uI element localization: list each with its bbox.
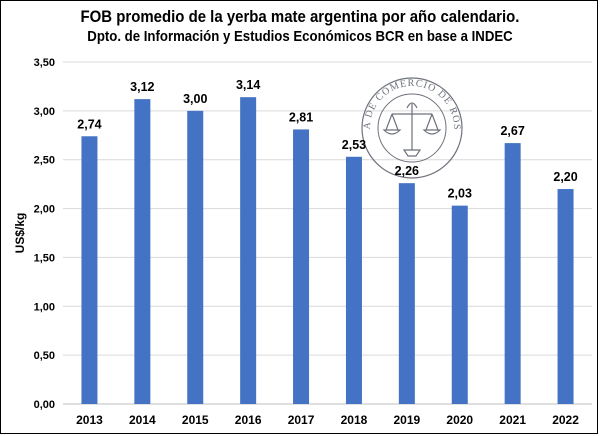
y-tick-label: 0,50 <box>34 350 55 362</box>
x-tick-label: 2014 <box>129 413 156 427</box>
bar <box>557 189 574 404</box>
bar <box>398 183 415 404</box>
bar <box>293 129 310 404</box>
x-tick-label: 2013 <box>76 413 103 427</box>
data-label: 2,74 <box>77 117 101 131</box>
data-label: 2,03 <box>448 187 472 201</box>
chart-title: FOB promedio de la yerba mate argentina … <box>80 7 520 26</box>
x-tick-label: 2020 <box>446 413 473 427</box>
chart-header: FOB promedio de la yerba mate argentina … <box>0 6 600 46</box>
x-tick-label: 2021 <box>499 413 526 427</box>
x-tick-label: 2016 <box>235 413 262 427</box>
data-label: 3,12 <box>130 80 154 94</box>
chart-subtitle: Dpto. de Información y Estudios Económic… <box>87 28 513 45</box>
y-tick-label: 2,50 <box>34 155 55 167</box>
bar <box>134 99 151 404</box>
data-label: 2,81 <box>289 110 313 124</box>
y-tick-label: 3,00 <box>34 106 55 118</box>
bar <box>451 205 468 404</box>
data-label: 2,20 <box>553 170 577 184</box>
y-axis-label: US$/kg <box>13 213 27 254</box>
y-tick-label: 3,50 <box>34 57 55 69</box>
data-label: 2,53 <box>342 138 366 152</box>
y-tick-label: 1,00 <box>34 301 55 313</box>
x-tick-label: 2022 <box>552 413 579 427</box>
bars <box>81 97 574 405</box>
y-axis-ticks: 0,00 0,50 1,00 1,50 2,00 2,50 3,00 3,50 <box>34 57 55 411</box>
y-tick-label: 0,00 <box>34 399 55 411</box>
bar <box>504 143 521 405</box>
x-tick-label: 2018 <box>341 413 368 427</box>
data-label: 3,14 <box>236 78 260 92</box>
scales-icon <box>382 102 442 157</box>
data-labels: 2,74 3,12 3,00 3,14 2,81 2,53 2,26 2,03 2,67 2,20 <box>77 78 577 200</box>
x-tick-label: 2017 <box>288 413 315 427</box>
bcr-seal-watermark: BOLSA DE COMERCIO DE ROSARIO <box>0 0 463 179</box>
x-axis-ticks: 2013 2014 2015 2016 2017 2018 2019 2020 2021 2022 <box>76 413 579 427</box>
y-tick-label: 2,00 <box>34 204 55 216</box>
bar <box>240 97 257 405</box>
y-tick-label: 1,50 <box>34 252 55 264</box>
x-tick-label: 2015 <box>182 413 209 427</box>
data-label: 3,00 <box>183 92 207 106</box>
bar <box>187 110 204 404</box>
gridlines <box>63 61 592 405</box>
data-label: 2,67 <box>500 124 524 138</box>
data-label: 2,26 <box>395 164 419 178</box>
bar <box>81 136 98 404</box>
x-tick-label: 2019 <box>393 413 420 427</box>
bar <box>345 156 362 404</box>
